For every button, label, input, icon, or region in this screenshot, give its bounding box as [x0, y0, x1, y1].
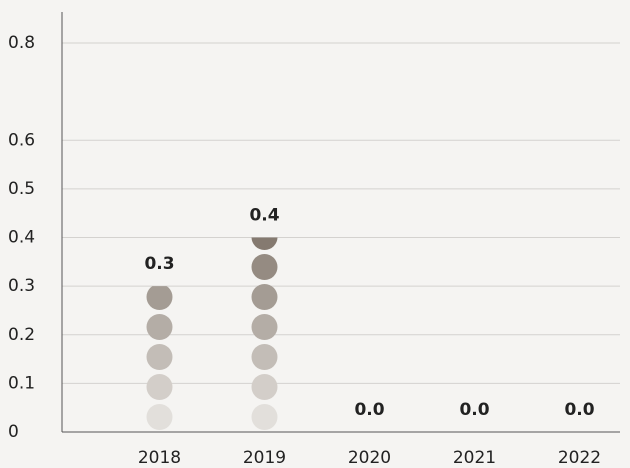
value-label: 0.3 [144, 254, 174, 274]
y-tick-label: 0.4 [8, 228, 35, 248]
y-tick-label: 0.5 [8, 179, 35, 199]
value-label: 0.0 [459, 400, 489, 420]
x-tick-label: 2022 [558, 448, 601, 468]
pictogram-circle [251, 344, 278, 370]
y-tick-label: 0 [8, 422, 19, 442]
pictogram-circle [251, 374, 278, 400]
x-tick-label: 2018 [138, 448, 181, 468]
x-tick-label: 2021 [453, 448, 496, 468]
y-tick-label: 0.8 [8, 33, 35, 53]
pictogram-circle [146, 404, 173, 430]
pictogram-circle [251, 254, 278, 280]
y-tick-label: 0.3 [8, 276, 35, 296]
pictogram-circle [251, 237, 278, 250]
value-label: 0.0 [354, 400, 384, 420]
pictogram-circle [251, 284, 278, 310]
value-label: 0.0 [564, 400, 594, 420]
value-label: 0.4 [249, 206, 279, 226]
pictogram-circle [146, 314, 173, 340]
pictogram-circle [251, 314, 278, 340]
pictogram-bar [251, 237, 278, 430]
pictogram-circle [251, 404, 278, 430]
pictogram-circle [146, 286, 173, 310]
x-tick-label: 2019 [243, 448, 286, 468]
y-tick-label: 0.1 [8, 373, 35, 393]
y-tick-label: 0.6 [8, 130, 35, 150]
pictogram-circle [146, 344, 173, 370]
pictogram-bar [146, 286, 173, 430]
y-tick-label: 0.2 [8, 325, 35, 345]
x-tick-label: 2020 [348, 448, 391, 468]
pictogram-circle [146, 374, 173, 400]
